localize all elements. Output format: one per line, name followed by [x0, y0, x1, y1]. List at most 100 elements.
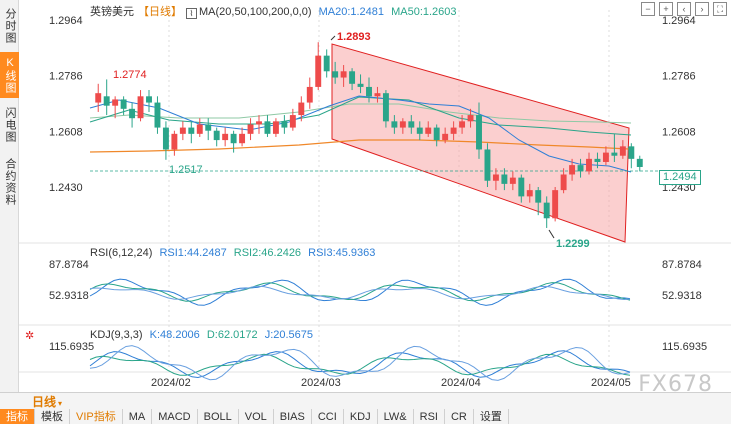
left-tab-bar: 分时图 K线图 闪电图 合约资料 — [0, 0, 19, 392]
period-label: 日线 — [32, 395, 57, 409]
right-price-tick: 1.2608 — [662, 126, 696, 138]
left-price-tick: 1.2786 — [49, 71, 83, 83]
kline-chart[interactable]: 1.2964 1.2964 1.2786 1.2786 1.2608 1.2608 1.24… — [19, 0, 731, 392]
tab-time-share[interactable]: 分时图 — [4, 8, 16, 44]
candle-body — [162, 127, 169, 150]
kdj-k-line — [89, 350, 631, 379]
left-high-annotation: 1.2774 — [113, 69, 147, 81]
candle-body — [213, 130, 220, 141]
candle-body — [129, 108, 136, 119]
candle-body — [340, 71, 347, 78]
candle-body — [450, 127, 457, 134]
kdj-settings-icon[interactable]: ✲ — [25, 330, 35, 342]
period-selector[interactable]: 日线 ▾ — [32, 393, 62, 410]
candle-body — [560, 174, 567, 191]
tab-kline[interactable]: K线图 — [0, 52, 19, 98]
toolbar-button-0[interactable]: 指标 — [0, 409, 35, 424]
low-annotation: 1.2299 — [556, 238, 590, 250]
candle-body — [636, 158, 643, 167]
toolbar-button-2[interactable]: VIP指标 — [70, 409, 123, 424]
candle-body — [188, 127, 195, 134]
candle-body — [315, 55, 322, 87]
candle-body — [594, 158, 601, 162]
candle-body — [239, 133, 246, 144]
zoom-in-icon[interactable]: + — [659, 2, 673, 16]
right-price-tick: 1.2964 — [662, 15, 696, 27]
candle-body — [492, 174, 499, 181]
toolbar-button-13[interactable]: 设置 — [473, 409, 509, 424]
low-arrow — [548, 229, 555, 239]
kdj-legend: KDJ(9,3,3) K:48.2006 D:62.0172 J:20.5675 — [90, 329, 317, 341]
candle-body — [374, 93, 381, 97]
ma200-line — [89, 139, 630, 153]
toolbar-button-8[interactable]: CCI — [311, 409, 344, 424]
main-legend: 英镑美元 【日线】 ⌇ MA(20,50,100,200,0,0) MA20:1.24… — [90, 3, 461, 19]
candle-body — [611, 152, 618, 156]
candle-body — [179, 127, 186, 134]
date-tick: 2024/02 — [151, 377, 191, 389]
left-price-tick: 1.2964 — [49, 15, 83, 27]
candle-body — [146, 96, 152, 103]
tab-contract-info[interactable]: 合约资料 — [4, 158, 16, 206]
candle-body — [467, 115, 474, 122]
ma-settings-icon[interactable]: ⌇ — [186, 8, 197, 19]
ma20-line — [89, 95, 632, 173]
left-price-tick: 1.2430 — [49, 182, 83, 194]
high-arrow — [330, 35, 336, 41]
candle-body — [501, 174, 508, 184]
toolbar-button-10[interactable]: LW& — [377, 409, 414, 424]
rsi-tick: 52.9318 — [49, 290, 89, 302]
candle-body — [476, 115, 482, 150]
candle-body — [459, 121, 466, 128]
rsi-legend: RSI(6,12,24) RSI1:44.2487 RSI2:46.2426 R… — [90, 247, 379, 259]
candle-body — [196, 124, 203, 134]
toolbar-button-4[interactable]: MACD — [152, 409, 198, 424]
high-annotation: 1.2893 — [337, 31, 371, 43]
toolbar-button-1[interactable]: 模板 — [35, 409, 70, 424]
toolbar-button-5[interactable]: BOLL — [197, 409, 239, 424]
candle-body — [264, 121, 271, 134]
candle-body — [205, 124, 212, 131]
candle-body — [120, 99, 127, 109]
kdj-j-line — [89, 345, 631, 381]
candle-body — [569, 165, 576, 175]
candle-body — [306, 86, 313, 103]
toolbar-button-6[interactable]: VOL — [238, 409, 274, 424]
left-low-annotation: 1.2517 — [169, 164, 203, 176]
chart-area[interactable]: 1.2964 1.2964 1.2786 1.2786 1.2608 1.2608 1.24… — [19, 0, 731, 392]
ma20-value: MA20:1.2481 — [318, 6, 385, 18]
candle-body — [484, 149, 491, 181]
kdj-k-value: K:48.2006 — [149, 329, 200, 341]
date-tick: 2024/03 — [301, 377, 341, 389]
tab-flash-chart[interactable]: 闪电图 — [4, 107, 16, 143]
toolbar-button-11[interactable]: RSI — [413, 409, 445, 424]
rsi-tick-right: 87.8784 — [662, 259, 702, 271]
candle-body — [95, 93, 102, 103]
toolbar-button-12[interactable]: CR — [444, 409, 474, 424]
right-price-tick: 1.2430 — [662, 182, 696, 194]
toolbar-button-7[interactable]: BIAS — [273, 409, 312, 424]
right-arrow-icon[interactable]: › — [695, 2, 709, 16]
current-price-tag: 1.2494 — [659, 170, 701, 185]
date-tick: 2024/05 — [591, 377, 631, 389]
left-arrow-icon[interactable]: ‹ — [677, 2, 691, 16]
zoom-out-icon[interactable]: − — [641, 2, 655, 16]
candle-body — [357, 83, 364, 87]
fullscreen-icon[interactable]: ⛶ — [713, 2, 727, 16]
candle-body — [289, 115, 296, 128]
candle-body — [602, 152, 609, 162]
rsi3-value: RSI3:45.9363 — [308, 247, 376, 259]
candle-body — [408, 121, 415, 128]
ma100-line — [89, 103, 632, 124]
toolbar-button-3[interactable]: MA — [122, 409, 153, 424]
toolbar-button-9[interactable]: KDJ — [343, 409, 378, 424]
period-tag[interactable]: 【日线】 — [138, 6, 182, 18]
kdj-tick: 115.6935 — [49, 341, 94, 353]
candle-body — [552, 190, 559, 219]
candle-body — [628, 146, 635, 159]
rsi-tick: 87.8784 — [49, 259, 89, 271]
candle-body — [535, 190, 542, 203]
indicator-buttons: 指标 模板 VIP指标 MA MACD BOLL VOL BIAS CCI KDJ LW& RSI CR… — [0, 409, 509, 424]
candle-body — [399, 121, 406, 128]
candle-body — [332, 71, 339, 78]
